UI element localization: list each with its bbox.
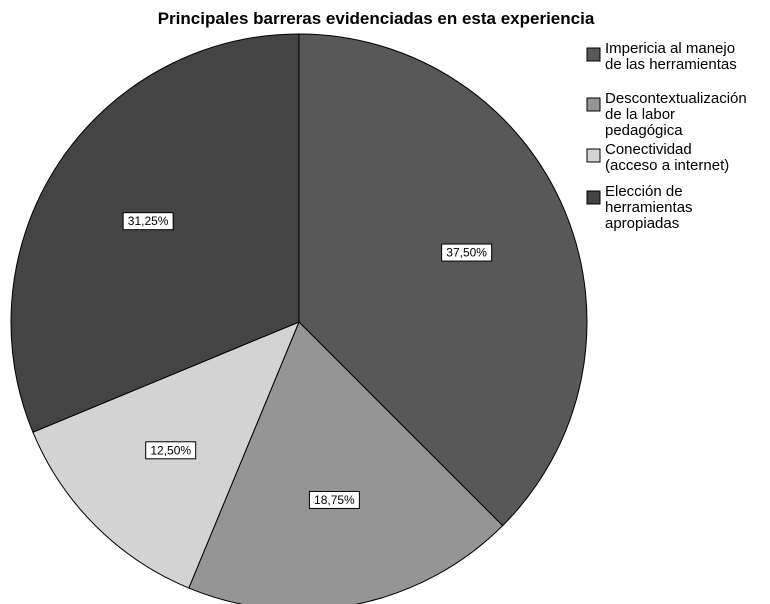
legend-item-3: Conectividad(acceso a internet) — [586, 141, 729, 174]
legend-label: herramientas — [605, 199, 693, 216]
pie-slice-2 — [188, 321, 504, 604]
legend-label: Descontextualización — [605, 90, 747, 107]
pie-slice-4 — [10, 33, 300, 433]
legend-label: de las herramientas — [605, 56, 737, 73]
slice-label-4: 31,25% — [122, 212, 174, 231]
pie-slices — [10, 33, 588, 604]
chart-title: Principales barreras evidenciadas en est… — [158, 9, 595, 28]
legend-label: Elección de — [605, 183, 683, 200]
slice-label-box — [145, 441, 197, 460]
pie-slice-1 — [298, 33, 588, 527]
legend-label: apropiadas — [605, 215, 679, 232]
slice-value-label: 12,50% — [150, 443, 191, 457]
slice-label-box — [122, 212, 174, 231]
legend-swatch — [586, 97, 601, 112]
legend-label: (acceso a internet) — [605, 157, 729, 174]
slice-label-box — [308, 490, 360, 509]
slice-value-label: 37,50% — [446, 246, 487, 260]
legend-swatch — [586, 148, 601, 163]
legend-label: de la labor — [605, 106, 675, 123]
slice-label-3: 12,50% — [145, 441, 197, 460]
slice-label-box — [441, 243, 493, 262]
slice-label-1: 37,50% — [441, 243, 493, 262]
legend-label: Conectividad — [605, 141, 692, 158]
slice-value-label: 18,75% — [314, 493, 355, 507]
legend-label: pedagógica — [605, 122, 683, 139]
legend-swatch — [586, 190, 601, 205]
legend-label: Impericia al manejo — [605, 40, 735, 57]
slice-labels: 37,50% 18,75% 12,50% 31,25% — [122, 212, 493, 509]
slice-label-2: 18,75% — [308, 490, 360, 509]
slice-value-label: 31,25% — [128, 214, 169, 228]
legend-swatch — [586, 47, 601, 62]
